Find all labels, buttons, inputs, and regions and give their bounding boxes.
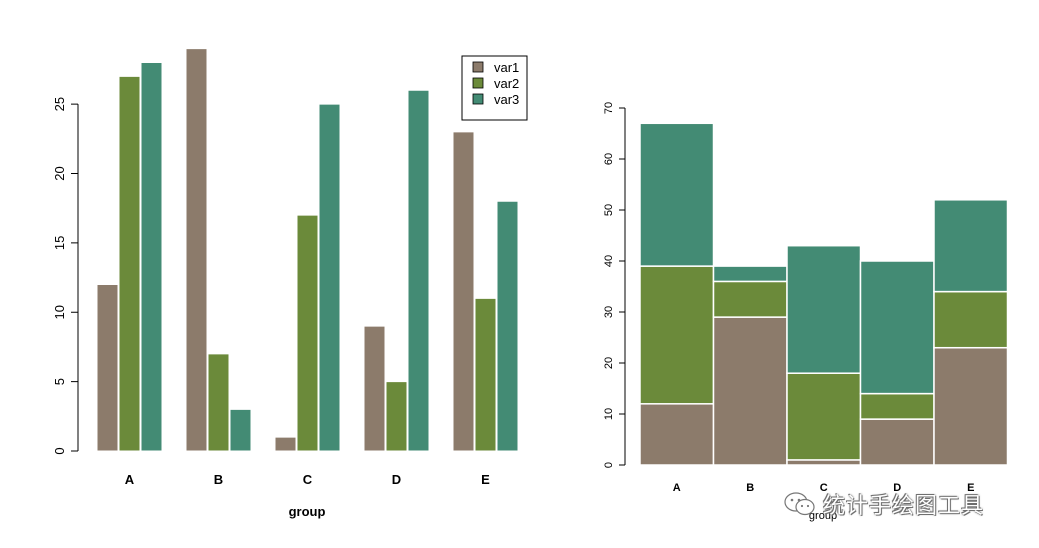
x-tick-label-B: B <box>214 472 223 487</box>
y-tick-label: 40 <box>603 255 615 267</box>
bar-E-var1 <box>452 131 475 452</box>
x-tick-labels: A B C D E <box>125 472 490 487</box>
x-tick-label-B: B <box>746 482 754 494</box>
y-tick-label: 20 <box>52 166 67 180</box>
bar-C-var3 <box>318 103 341 452</box>
x-tick-label-A: A <box>673 482 681 494</box>
stack-B-var3 <box>712 265 788 283</box>
stack-D-var3 <box>859 260 935 395</box>
y-tick-label: 10 <box>52 305 67 319</box>
bar-B-var2 <box>207 353 230 452</box>
bar-A-var3 <box>140 62 163 452</box>
y-axis: 0 10 20 30 40 50 60 70 <box>603 102 626 468</box>
x-tick-label-C: C <box>303 472 313 487</box>
y-tick-label: 10 <box>603 408 615 420</box>
stack-D-var2 <box>859 392 935 420</box>
stack-B-var1 <box>712 316 788 466</box>
y-tick-label: 60 <box>603 153 615 165</box>
stacked-bars <box>639 122 1009 466</box>
y-tick-label: 30 <box>603 306 615 318</box>
legend-swatch-var2 <box>472 77 484 89</box>
x-tick-label-C: C <box>820 482 828 494</box>
bar-A-var2 <box>118 75 141 452</box>
stack-E-var1 <box>933 346 1009 466</box>
x-axis-title: group <box>289 504 326 519</box>
x-tick-label-A: A <box>125 472 135 487</box>
stack-D-var1 <box>859 418 935 466</box>
stack-A-var3 <box>639 122 715 267</box>
y-tick-label: 0 <box>603 462 615 468</box>
y-axis: 0 5 10 15 20 25 <box>52 97 79 455</box>
grouped-bars <box>96 48 519 452</box>
y-tick-label: 20 <box>603 357 615 369</box>
bar-D-var3 <box>407 89 430 452</box>
bar-E-var3 <box>496 200 519 452</box>
legend-label-var1: var1 <box>494 60 519 75</box>
bar-C-var1 <box>274 436 297 452</box>
bar-D-var2 <box>385 381 408 452</box>
stacked-bar-chart: 0 10 20 30 40 50 60 70 A B C D E group <box>603 102 1009 522</box>
x-tick-labels: A B C D E <box>673 482 975 494</box>
x-tick-label-E: E <box>967 482 974 494</box>
y-tick-label: 70 <box>603 102 615 114</box>
bar-B-var1 <box>185 48 208 452</box>
stack-B-var2 <box>712 280 788 318</box>
stack-C-var2 <box>786 372 862 461</box>
y-tick-label: 25 <box>52 97 67 111</box>
x-tick-label-D: D <box>392 472 401 487</box>
watermark-text: 统计手绘图工具 <box>823 494 985 519</box>
legend-label-var3: var3 <box>494 92 519 107</box>
legend-swatch-var3 <box>472 93 484 105</box>
stack-E-var2 <box>933 290 1009 349</box>
stack-E-var3 <box>933 199 1009 293</box>
x-tick-label-E: E <box>481 472 490 487</box>
bar-B-var3 <box>229 408 252 452</box>
y-tick-label: 50 <box>603 204 615 216</box>
legend-box <box>461 55 528 121</box>
legend-swatch-var1 <box>472 61 484 73</box>
y-tick-label: 0 <box>52 447 67 454</box>
bar-C-var2 <box>296 214 319 452</box>
stack-C-var3 <box>786 244 862 374</box>
legend-label-var2: var2 <box>494 76 519 91</box>
x-axis-title: group <box>809 510 837 522</box>
stack-C-var1 <box>786 459 862 466</box>
bar-A-var1 <box>96 284 119 452</box>
x-tick-label-D: D <box>893 482 901 494</box>
stack-A-var1 <box>639 403 715 466</box>
watermark: 统计手绘图工具 <box>783 486 984 522</box>
bar-E-var2 <box>474 297 497 452</box>
y-tick-label: 15 <box>52 236 67 250</box>
bar-D-var1 <box>363 325 386 452</box>
y-tick-label: 5 <box>52 378 67 385</box>
wechat-icon <box>784 492 815 516</box>
stack-A-var2 <box>639 265 715 405</box>
